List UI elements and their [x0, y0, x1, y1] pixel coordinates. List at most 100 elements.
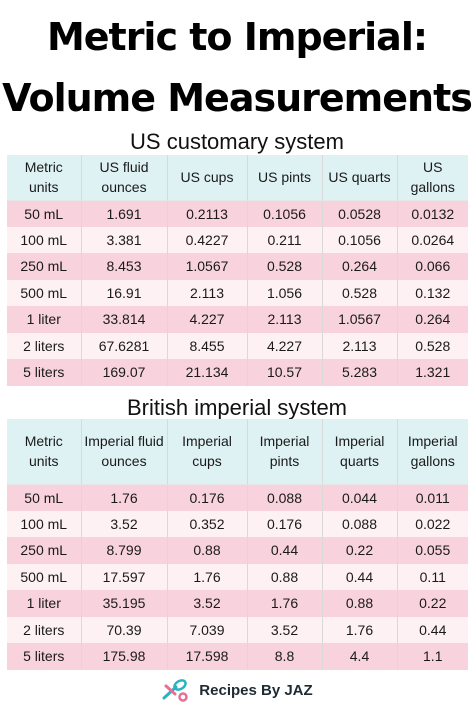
value-cell: 8.799 [81, 537, 168, 564]
value-cell: 4.4 [322, 643, 398, 670]
value-cell: 0.44 [322, 563, 398, 590]
value-cell: 4.227 [247, 332, 323, 359]
value-cell: 0.88 [247, 563, 323, 590]
value-cell: 0.22 [322, 537, 398, 564]
us-table-header: Metric units US fluid ounces US cups US pin… [7, 155, 468, 201]
value-cell: 0.528 [397, 332, 468, 359]
value-cell: 0.0264 [397, 226, 468, 253]
value-cell: 17.597 [81, 563, 168, 590]
value-cell: 8.8 [247, 643, 323, 670]
value-cell: 0.2113 [167, 200, 248, 227]
value-cell: 2.113 [167, 279, 248, 306]
value-cell: 0.088 [247, 484, 323, 511]
value-cell: 1.76 [81, 484, 168, 511]
value-cell: 8.455 [167, 332, 248, 359]
value-cell: 0.066 [397, 253, 468, 280]
value-cell: 0.4227 [167, 226, 248, 253]
footer: Recipes By JAZ [0, 676, 474, 704]
value-cell: 17.598 [167, 643, 248, 670]
value-cell: 0.264 [397, 306, 468, 333]
value-cell: 3.52 [81, 510, 168, 537]
value-cell: 0.88 [167, 537, 248, 564]
value-cell: 0.176 [247, 510, 323, 537]
table-row: 2 liters 70.39 7.039 3.52 1.76 0.44 [7, 616, 468, 643]
value-cell: 3.52 [167, 590, 248, 617]
value-cell: 3.381 [81, 226, 168, 253]
measuring-spoons-icon [161, 678, 191, 702]
value-cell: 0.088 [322, 510, 398, 537]
table-row: 2 liters 67.6281 8.455 4.227 2.113 0.528 [7, 332, 468, 359]
value-cell: 0.011 [397, 484, 468, 511]
value-cell: 10.57 [247, 359, 323, 386]
value-cell: 3.52 [247, 616, 323, 643]
column-header: US pints [247, 155, 323, 201]
value-cell: 0.211 [247, 226, 323, 253]
british-conversion-table: Metric units Imperial fluid ounces Imperia… [7, 419, 468, 670]
metric-unit-cell: 100 mL [7, 226, 82, 253]
value-cell: 0.055 [397, 537, 468, 564]
table-row: 1 liter 33.814 4.227 2.113 1.0567 0.264 [7, 306, 468, 333]
value-cell: 1.76 [247, 590, 323, 617]
column-header: Imperial fluid ounces [81, 419, 168, 485]
column-header: Metric units [7, 419, 82, 485]
table-row: 100 mL 3.381 0.4227 0.211 0.1056 0.0264 [7, 226, 468, 253]
value-cell: 0.44 [247, 537, 323, 564]
column-header: Imperial pints [247, 419, 323, 485]
value-cell: 4.227 [167, 306, 248, 333]
value-cell: 1.0567 [322, 306, 398, 333]
value-cell: 1.76 [322, 616, 398, 643]
page-title-line-2: Volume Measurements [2, 76, 473, 120]
metric-unit-cell: 500 mL [7, 279, 82, 306]
value-cell: 0.022 [397, 510, 468, 537]
us-table-body: 50 mL 1.691 0.2113 0.1056 0.0528 0.0132 100 mL… [7, 200, 468, 386]
british-table-header: Metric units Imperial fluid ounces Imperia… [7, 419, 468, 485]
metric-unit-cell: 2 liters [7, 332, 82, 359]
value-cell: 1.76 [167, 563, 248, 590]
value-cell: 0.88 [322, 590, 398, 617]
value-cell: 0.132 [397, 279, 468, 306]
metric-unit-cell: 5 liters [7, 359, 82, 386]
value-cell: 0.528 [247, 253, 323, 280]
value-cell: 5.283 [322, 359, 398, 386]
header-row: Metric units US fluid ounces US cups US pin… [7, 155, 468, 201]
table-row: 100 mL 3.52 0.352 0.176 0.088 0.022 [7, 510, 468, 537]
us-section-title: US customary system [130, 129, 344, 154]
value-cell: 0.11 [397, 563, 468, 590]
us-conversion-table: Metric units US fluid ounces US cups US pin… [7, 155, 468, 386]
value-cell: 0.264 [322, 253, 398, 280]
value-cell: 1.321 [397, 359, 468, 386]
value-cell: 8.453 [81, 253, 168, 280]
column-header: US quarts [322, 155, 398, 201]
table-row: 500 mL 16.91 2.113 1.056 0.528 0.132 [7, 279, 468, 306]
value-cell: 35.195 [81, 590, 168, 617]
metric-unit-cell: 50 mL [7, 484, 82, 511]
page-title-line-1: Metric to Imperial: [46, 15, 428, 59]
value-cell: 70.39 [81, 616, 168, 643]
metric-unit-cell: 500 mL [7, 563, 82, 590]
metric-unit-cell: 1 liter [7, 590, 82, 617]
value-cell: 1.0567 [167, 253, 248, 280]
metric-unit-cell: 250 mL [7, 253, 82, 280]
metric-unit-cell: 5 liters [7, 643, 82, 670]
value-cell: 0.352 [167, 510, 248, 537]
value-cell: 0.1056 [322, 226, 398, 253]
value-cell: 2.113 [322, 332, 398, 359]
value-cell: 1.1 [397, 643, 468, 670]
table-row: 5 liters 169.07 21.134 10.57 5.283 1.321 [7, 359, 468, 386]
metric-unit-cell: 250 mL [7, 537, 82, 564]
column-header: Imperial quarts [322, 419, 398, 485]
value-cell: 33.814 [81, 306, 168, 333]
table-row: 5 liters 175.98 17.598 8.8 4.4 1.1 [7, 643, 468, 670]
value-cell: 0.0132 [397, 200, 468, 227]
table-row: 50 mL 1.691 0.2113 0.1056 0.0528 0.0132 [7, 200, 468, 227]
metric-unit-cell: 50 mL [7, 200, 82, 227]
value-cell: 67.6281 [81, 332, 168, 359]
value-cell: 2.113 [247, 306, 323, 333]
metric-unit-cell: 1 liter [7, 306, 82, 333]
column-header: Imperial gallons [397, 419, 468, 485]
value-cell: 21.134 [167, 359, 248, 386]
british-table-body: 50 mL 1.76 0.176 0.088 0.044 0.011 100 mL 3.52 0… [7, 484, 468, 670]
brand-name: Recipes By JAZ [199, 681, 313, 699]
metric-unit-cell: 100 mL [7, 510, 82, 537]
column-header: US fluid ounces [81, 155, 168, 201]
